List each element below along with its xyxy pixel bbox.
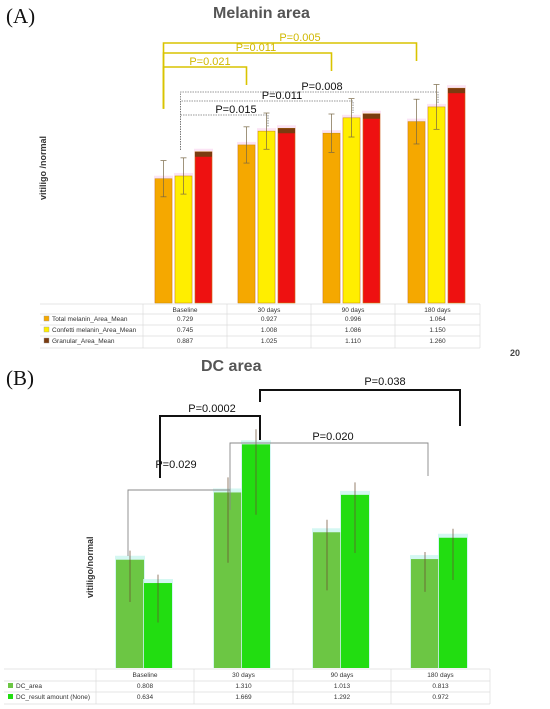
data-label: 1.292 (334, 694, 351, 701)
melanin-area-chart: P=0.005P=0.011P=0.021P=0.008P=0.011P=0.0… (40, 32, 481, 349)
legend-swatch (8, 683, 13, 688)
significance-label: P=0.038 (364, 376, 405, 388)
significance-label: P=0.008 (301, 81, 342, 93)
significance-bracket (180, 100, 354, 150)
panel-a-label: (A) (6, 4, 36, 28)
chart-b-title: DC area (201, 358, 262, 375)
tick-label: Baseline (173, 307, 198, 314)
significance-bracket (127, 489, 231, 556)
tick-label: 90 days (331, 672, 355, 679)
significance-bracket (162, 66, 248, 109)
legend-swatch (43, 315, 50, 322)
data-label: 0.745 (177, 327, 194, 334)
data-label: 0.927 (261, 316, 278, 323)
panel-b-label: (B) (6, 366, 34, 390)
legend-swatch (43, 326, 50, 333)
data-label: 1.150 (429, 327, 446, 334)
tick-label: Baseline (133, 672, 158, 679)
significance-label: P=0.005 (279, 32, 320, 44)
significance-label: P=0.015 (215, 104, 256, 116)
significance-bracket (259, 389, 461, 426)
tick-label: 180 days (427, 672, 454, 679)
data-label: 1.110 (345, 338, 361, 345)
legend-entry: Confetti melanin_Area_Mean (52, 327, 137, 334)
chart-a-title: Melanin area (213, 5, 310, 22)
page-number: 20 (510, 348, 521, 358)
data-label: 0.813 (432, 683, 449, 690)
data-label: 0.887 (177, 338, 194, 345)
tick-label: 90 days (342, 307, 366, 314)
bar-cap (278, 128, 295, 134)
tick-label: 180 days (424, 307, 451, 314)
legend-entry: DC_result amount (None) (16, 694, 90, 701)
legend-entry: DC_area (16, 683, 42, 690)
bar-cap (448, 88, 465, 94)
legend-swatch (43, 337, 50, 344)
data-label: 0.996 (345, 316, 362, 323)
data-label: 1.310 (235, 683, 252, 690)
data-label: 1.064 (429, 316, 446, 323)
legend-entry: Total melanin_Area_Mean (52, 316, 128, 323)
data-label: 1.669 (235, 694, 252, 701)
bar-cap (195, 151, 212, 157)
data-label: 1.086 (345, 327, 362, 334)
significance-label: P=0.020 (312, 431, 353, 443)
data-label: 1.260 (429, 338, 446, 345)
data-label: 0.634 (137, 694, 154, 701)
significance-label: P=0.011 (236, 42, 276, 54)
significance-bracket (159, 415, 261, 478)
significance-bracket (180, 114, 269, 150)
tick-label: 30 days (232, 672, 256, 679)
data-label: 0.808 (137, 683, 154, 690)
legend-entry: Granular_Area_Mean (52, 338, 115, 345)
bar-cap (363, 113, 380, 119)
data-label: 0.972 (432, 694, 449, 701)
significance-label: P=0.021 (189, 56, 230, 68)
data-label: 1.013 (334, 683, 351, 690)
data-label: 0.729 (177, 316, 194, 323)
legend-swatch (8, 694, 13, 699)
significance-label: P=0.011 (262, 90, 302, 102)
significance-label: P=0.0002 (188, 403, 235, 415)
significance-label: P=0.029 (155, 459, 196, 471)
data-label: 1.025 (261, 338, 278, 345)
tick-label: 30 days (258, 307, 282, 314)
data-label: 1.008 (261, 327, 278, 334)
significance-bracket (229, 442, 429, 500)
